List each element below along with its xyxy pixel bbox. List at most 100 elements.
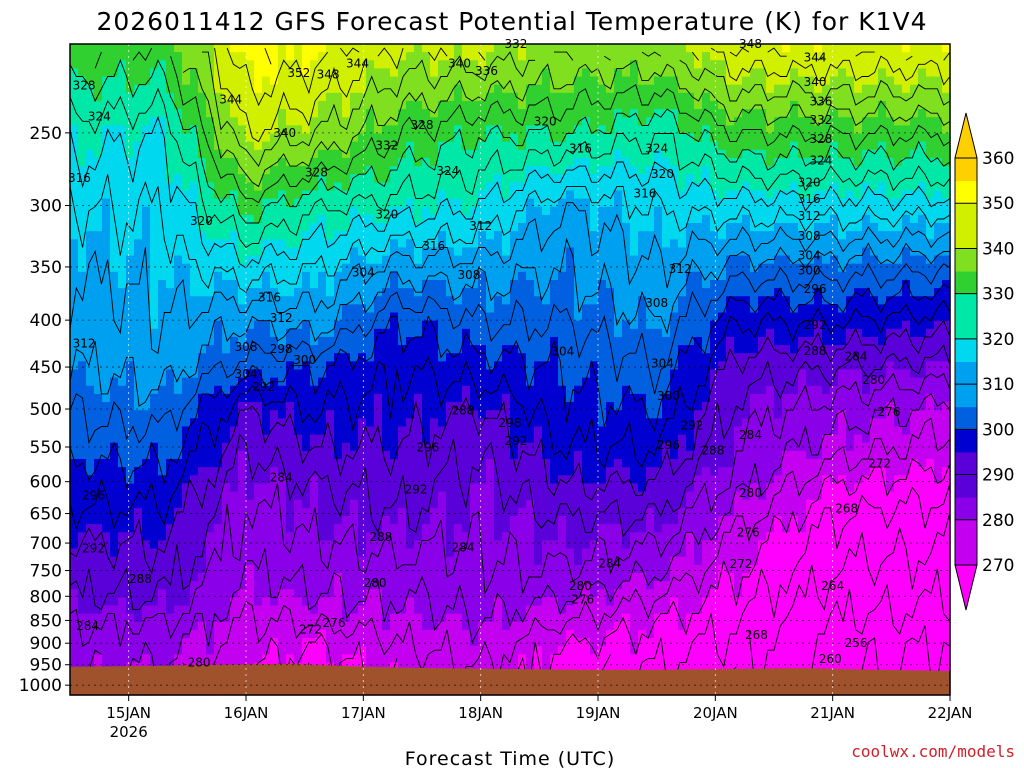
theta-cell <box>150 198 159 208</box>
theta-cell <box>342 198 351 208</box>
theta-cell <box>454 247 463 257</box>
theta-cell <box>510 369 519 379</box>
theta-cell <box>310 540 319 550</box>
theta-cell <box>94 182 103 192</box>
theta-cell <box>342 271 351 281</box>
theta-cell <box>214 353 223 362</box>
theta-cell <box>430 255 439 265</box>
theta-cell <box>366 410 375 419</box>
theta-cell <box>398 459 407 468</box>
theta-cell <box>238 214 247 224</box>
theta-cell <box>294 117 303 126</box>
theta-cell <box>494 369 503 379</box>
theta-cell <box>198 271 207 281</box>
theta-cell <box>462 629 471 639</box>
theta-cell <box>502 369 511 379</box>
theta-cell <box>406 361 415 371</box>
theta-cell <box>542 515 551 525</box>
theta-cell <box>326 377 335 387</box>
theta-cell <box>318 304 327 314</box>
theta-cell <box>142 532 151 541</box>
theta-cell <box>422 345 431 354</box>
theta-cell <box>438 540 447 550</box>
theta-cell <box>174 92 183 102</box>
theta-cell <box>310 279 319 289</box>
theta-cell <box>382 239 391 249</box>
theta-cell <box>430 353 439 362</box>
theta-cell <box>294 532 303 541</box>
theta-cell <box>102 76 111 86</box>
theta-cell <box>78 532 87 541</box>
theta-cell <box>342 369 351 379</box>
theta-cell <box>326 621 335 631</box>
theta-cell <box>430 605 439 615</box>
theta-cell <box>374 174 383 183</box>
theta-cell <box>478 605 487 615</box>
theta-cell <box>238 247 247 257</box>
theta-cell <box>454 328 463 338</box>
theta-cell <box>134 190 143 200</box>
theta-cell <box>118 52 127 61</box>
theta-cell <box>542 239 551 249</box>
theta-cell <box>110 92 119 102</box>
theta-cell <box>486 654 495 664</box>
theta-cell <box>438 597 447 607</box>
theta-cell <box>166 597 175 607</box>
theta-cell <box>350 84 359 94</box>
theta-cell <box>270 483 279 493</box>
theta-cell <box>438 524 447 533</box>
theta-cell <box>566 304 575 314</box>
theta-cell <box>446 507 455 517</box>
theta-cell <box>94 141 103 151</box>
theta-cell <box>134 426 143 436</box>
theta-cell <box>102 198 111 208</box>
theta-cell <box>158 336 167 346</box>
theta-cell <box>102 532 111 541</box>
theta-cell <box>142 377 151 387</box>
theta-cell <box>302 296 311 305</box>
theta-cell <box>454 499 463 509</box>
theta-cell <box>406 157 415 167</box>
theta-cell <box>390 581 399 590</box>
theta-cell <box>142 52 151 61</box>
theta-cell <box>126 459 135 468</box>
theta-cell <box>454 402 463 411</box>
theta-cell <box>214 296 223 305</box>
theta-cell <box>470 117 479 126</box>
theta-cell <box>142 312 151 322</box>
theta-cell <box>454 44 463 53</box>
theta-cell <box>278 231 287 240</box>
theta-cell <box>374 361 383 371</box>
theta-cell <box>278 182 287 192</box>
theta-cell <box>518 532 527 541</box>
theta-cell <box>126 507 135 517</box>
theta-cell <box>174 206 183 216</box>
theta-cell <box>510 214 519 224</box>
theta-cell <box>126 483 135 493</box>
theta-cell <box>254 524 263 533</box>
theta-cell <box>430 312 439 322</box>
theta-cell <box>526 296 535 305</box>
theta-cell <box>270 402 279 411</box>
theta-cell <box>70 304 79 314</box>
theta-cell <box>438 483 447 493</box>
theta-cell <box>94 402 103 411</box>
theta-cell <box>502 288 511 297</box>
theta-cell <box>430 125 439 135</box>
theta-cell <box>366 353 375 362</box>
theta-cell <box>270 507 279 517</box>
theta-cell <box>366 288 375 297</box>
theta-cell <box>462 369 471 379</box>
theta-cell <box>246 564 255 574</box>
theta-cell <box>510 377 519 387</box>
theta-cell <box>398 271 407 281</box>
theta-cell <box>478 646 487 655</box>
theta-cell <box>150 60 159 70</box>
theta-cell <box>142 125 151 135</box>
theta-cell <box>502 345 511 354</box>
theta-cell <box>238 434 247 444</box>
theta-cell <box>478 515 487 525</box>
theta-cell <box>510 532 519 541</box>
theta-cell <box>446 328 455 338</box>
theta-cell <box>518 597 527 607</box>
